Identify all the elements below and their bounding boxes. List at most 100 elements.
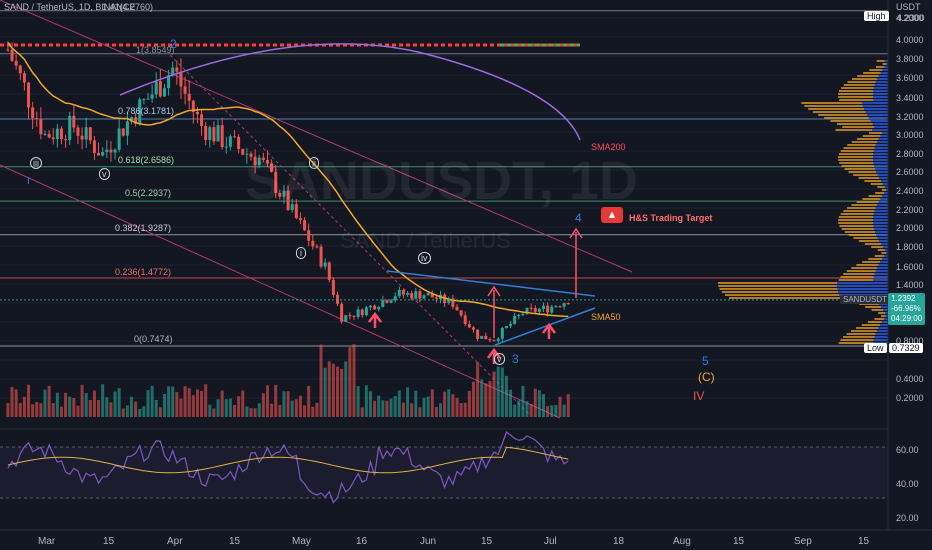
shoulder-arrow	[368, 311, 382, 328]
candle-body	[447, 298, 451, 303]
volume-profile-bar	[879, 240, 888, 242]
candle-body	[282, 190, 286, 197]
candle-body	[406, 293, 410, 295]
volume-profile-bar	[844, 168, 875, 170]
volume-bar	[97, 400, 101, 417]
candle-body	[319, 246, 323, 267]
volume-bar	[27, 384, 31, 417]
channel-lower	[0, 164, 561, 419]
volume-profile-bar	[851, 267, 877, 269]
candle-body	[455, 306, 459, 311]
volume-bar	[385, 400, 389, 417]
rsi-tick-label: 60.00	[896, 445, 919, 455]
volume-bar	[488, 381, 492, 417]
volume-profile-bar	[878, 201, 888, 203]
candle-body	[18, 65, 22, 74]
volume-bar	[406, 387, 410, 417]
volume-bar	[426, 396, 430, 417]
volume-profile-bar	[884, 255, 888, 257]
volume-profile-bar	[877, 204, 888, 206]
volume-profile-bar	[873, 87, 888, 89]
volume-bar	[352, 344, 356, 417]
candle-body	[492, 340, 496, 342]
volume-profile-bar	[875, 231, 888, 233]
volume-bar	[55, 392, 59, 417]
volume-profile-bar	[874, 147, 888, 149]
volume-profile-bar	[882, 258, 888, 260]
volume-bar	[525, 401, 529, 417]
volume-bar	[154, 400, 158, 417]
volume-profile-bar	[839, 225, 874, 227]
candle-body	[554, 306, 558, 308]
volume-profile-bar	[881, 321, 888, 323]
low-value: 0.7329	[889, 343, 923, 353]
volume-bar	[171, 386, 175, 417]
volume-bar	[303, 405, 307, 417]
candle-body	[430, 293, 434, 298]
candle-body	[80, 135, 84, 140]
volume-profile-bar	[838, 216, 874, 218]
candle-body	[265, 159, 269, 164]
volume-profile-bar	[856, 264, 879, 266]
rsi-tick-label: 20.00	[896, 513, 919, 523]
price-tick-label: 0.4000	[896, 374, 924, 384]
volume-profile-bar	[824, 117, 869, 119]
target-arrow-head	[569, 227, 583, 239]
volume-bar	[348, 347, 352, 417]
fib-label-382: 0.382(1.9287)	[115, 223, 172, 233]
volume-profile-bar	[868, 258, 883, 260]
volume-profile-bar	[881, 189, 887, 191]
volume-profile-bar	[843, 273, 875, 275]
volume-bar	[480, 379, 484, 417]
volume-bar	[373, 400, 377, 417]
candle-body	[356, 309, 360, 317]
volume-profile-bar	[873, 219, 888, 221]
candle-body	[500, 328, 504, 339]
volume-profile-bar	[846, 270, 876, 272]
volume-profile-bar	[837, 285, 888, 287]
time-label: 16	[356, 536, 368, 547]
volume-profile-bar	[812, 111, 866, 113]
volume-profile-bar	[840, 213, 874, 215]
volume-profile-bar	[873, 150, 888, 152]
candle-body	[451, 298, 455, 307]
volume-profile-bar	[724, 294, 840, 296]
volume-profile-bar	[876, 60, 885, 62]
volume-profile-bar	[870, 120, 888, 122]
candle-body	[480, 335, 484, 339]
candle-body	[228, 136, 232, 147]
volume-profile-bar	[857, 75, 879, 77]
candle-body	[162, 88, 166, 97]
volume-bar	[562, 404, 566, 417]
volume-profile-bar	[868, 117, 888, 119]
candle-body	[426, 293, 430, 296]
volume-profile-bar	[882, 69, 888, 71]
candle-body	[410, 293, 414, 299]
volume-profile-bar	[838, 93, 874, 95]
volume-bar	[220, 390, 224, 417]
volume-profile-bar	[864, 108, 888, 110]
symbol-header: SAND / TetherUS, 1D, BINANCE	[4, 2, 136, 12]
channel-mid	[169, 54, 531, 416]
volume-bar	[492, 371, 496, 417]
candle-body	[249, 153, 253, 157]
volume-bar	[447, 389, 451, 417]
volume-bar	[401, 402, 405, 417]
volume-profile-bar	[847, 207, 876, 209]
volume-profile-bar	[873, 96, 888, 98]
volume-profile-bar	[877, 249, 885, 251]
volume-bar	[167, 386, 171, 417]
volume-profile-bar	[885, 312, 888, 314]
volume-profile-bar	[873, 93, 888, 95]
volume-bar	[175, 392, 179, 417]
wave-5-label: 5	[702, 354, 709, 368]
volume-profile-bar	[873, 159, 888, 161]
price-tick-label: 3.6000	[896, 73, 924, 83]
time-label: 15	[481, 536, 493, 547]
time-label: 18	[613, 536, 625, 547]
volume-profile-bar	[881, 315, 886, 317]
sma200-label: SMA200	[591, 142, 626, 152]
candle-body	[212, 127, 216, 142]
